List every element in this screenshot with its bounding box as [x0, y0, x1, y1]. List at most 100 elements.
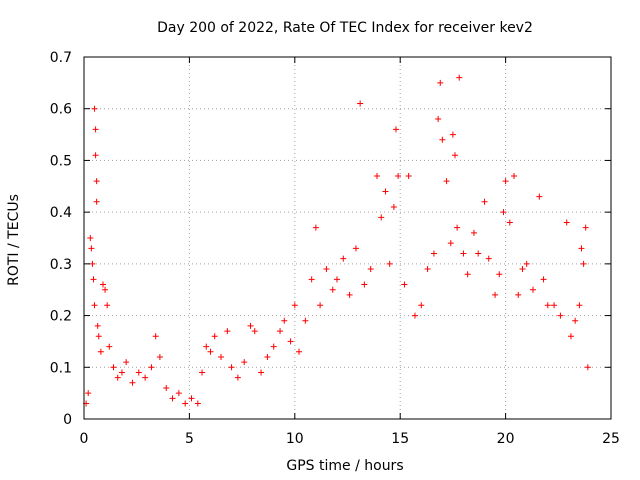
data-point	[578, 245, 585, 252]
data-point	[567, 333, 574, 340]
data-point	[392, 126, 399, 133]
data-point	[93, 178, 100, 185]
data-point	[418, 302, 425, 309]
data-point	[584, 364, 591, 371]
data-point	[194, 400, 201, 407]
data-point	[572, 317, 579, 324]
data-point	[142, 374, 149, 381]
data-point	[211, 333, 218, 340]
data-point	[224, 328, 231, 335]
plot-background	[84, 57, 611, 419]
data-point	[401, 281, 408, 288]
data-point	[247, 322, 254, 329]
x-tick-label: 0	[80, 431, 89, 447]
data-point	[129, 379, 136, 386]
data-point	[464, 271, 471, 278]
data-point	[515, 291, 522, 298]
y-tick-label: 0.4	[50, 205, 72, 221]
data-point	[470, 229, 477, 236]
y-tick-label: 0.1	[50, 360, 72, 376]
data-point	[87, 235, 94, 241]
data-point	[540, 276, 547, 283]
data-point	[382, 188, 389, 195]
data-point	[519, 266, 526, 273]
data-point	[449, 131, 456, 138]
chart-title: Day 200 of 2022, Rate Of TEC Index for r…	[157, 20, 533, 36]
data-point	[218, 353, 225, 360]
data-point	[296, 348, 303, 355]
data-point	[207, 348, 214, 355]
data-point	[175, 390, 182, 397]
data-point	[447, 240, 454, 247]
data-point	[312, 224, 319, 231]
data-point	[114, 374, 121, 381]
x-tick-label: 5	[185, 431, 194, 447]
data-point	[91, 302, 98, 309]
data-point	[580, 260, 587, 267]
data-point	[94, 322, 101, 329]
data-points	[83, 74, 591, 407]
data-point	[506, 219, 513, 226]
data-point	[302, 317, 309, 324]
data-point	[481, 198, 488, 205]
data-point	[308, 276, 315, 283]
data-point	[496, 271, 503, 278]
data-point	[530, 286, 537, 293]
data-point	[485, 255, 492, 262]
data-point	[270, 343, 277, 350]
data-point	[148, 364, 155, 371]
data-point	[576, 302, 583, 309]
x-tick-label: 15	[391, 431, 409, 447]
data-point	[241, 359, 248, 366]
grid-lines	[84, 57, 611, 419]
y-tick-label: 0	[63, 412, 72, 428]
data-point	[439, 136, 446, 143]
data-point	[346, 291, 353, 298]
y-tick-label: 0.7	[50, 50, 72, 66]
data-point	[557, 312, 564, 319]
data-point	[258, 369, 265, 376]
data-point	[291, 302, 298, 309]
data-point	[89, 260, 96, 267]
y-axis-label: ROTI / TECUs	[6, 194, 22, 286]
plot-frame	[83, 56, 612, 420]
data-point	[395, 172, 402, 179]
data-point	[85, 390, 92, 397]
data-point	[435, 116, 442, 123]
data-point	[102, 286, 109, 293]
data-point	[88, 245, 95, 252]
y-tick-label: 0.5	[50, 153, 72, 169]
data-point	[228, 364, 235, 371]
data-point	[234, 374, 241, 381]
data-point	[123, 359, 130, 366]
data-point	[317, 302, 324, 309]
data-point	[118, 369, 125, 376]
data-point	[106, 343, 113, 350]
y-tick-label: 0.6	[50, 102, 72, 118]
data-point	[95, 333, 102, 340]
data-point	[91, 105, 98, 112]
data-point	[287, 338, 294, 345]
data-point	[199, 369, 206, 376]
x-axis-ticks: 0 5 10 15 20 25	[80, 57, 620, 447]
data-point	[411, 312, 418, 319]
data-point	[135, 369, 142, 376]
data-point	[502, 178, 509, 185]
data-point	[163, 384, 170, 391]
data-point	[333, 276, 340, 283]
data-point	[386, 260, 393, 267]
data-point	[551, 302, 558, 309]
data-point	[405, 172, 412, 179]
data-point	[523, 260, 530, 267]
data-point	[454, 224, 461, 231]
data-point	[500, 209, 507, 216]
data-point	[352, 245, 359, 252]
data-point	[374, 172, 381, 179]
data-point	[544, 302, 551, 309]
x-tick-label: 10	[286, 431, 304, 447]
data-point	[511, 172, 518, 179]
data-point	[323, 266, 330, 273]
data-point	[582, 224, 589, 231]
data-point	[536, 193, 543, 200]
